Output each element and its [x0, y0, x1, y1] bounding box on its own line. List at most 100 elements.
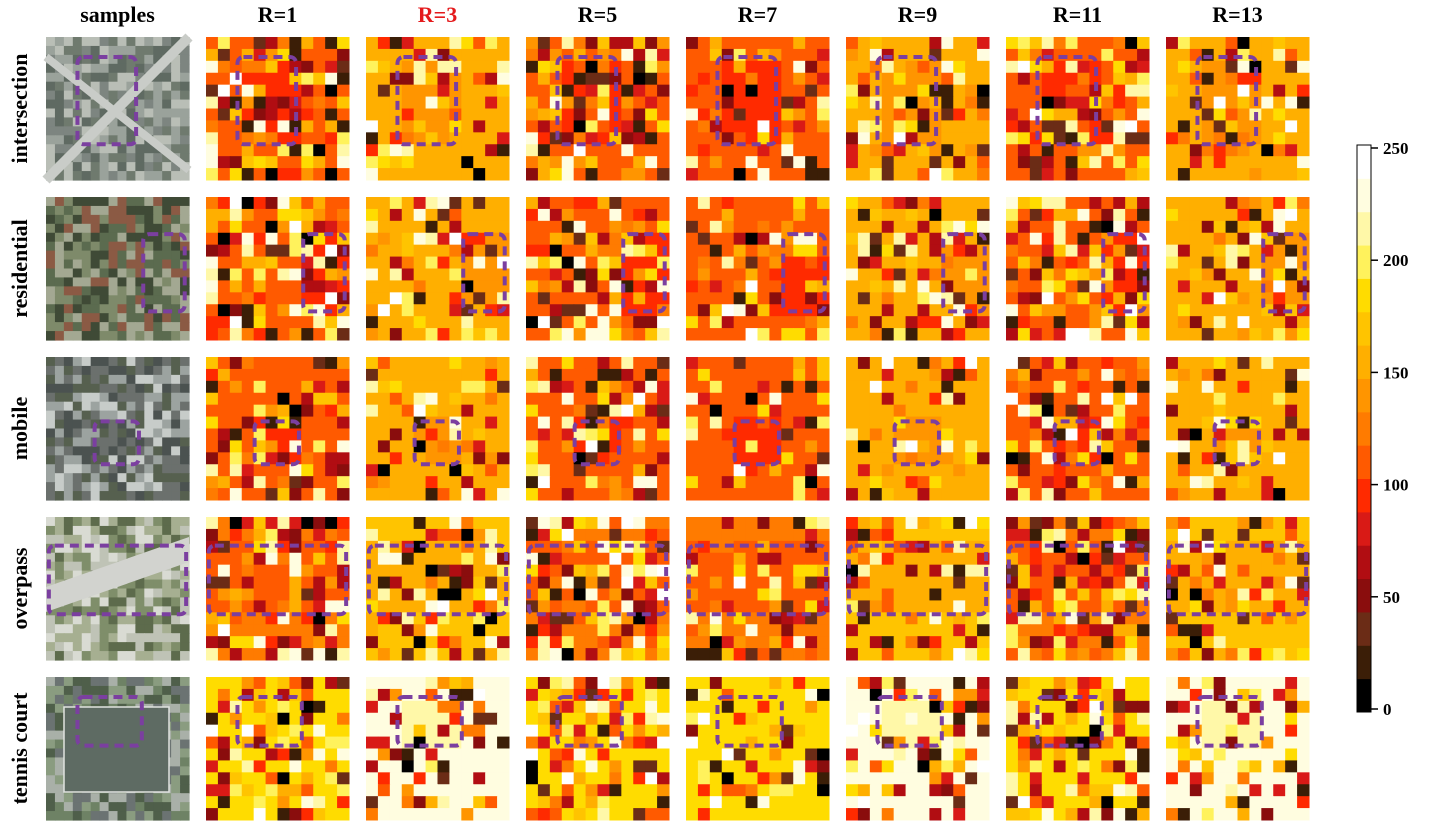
heatmap-4-6	[1166, 677, 1310, 821]
colorbar-segment	[1357, 311, 1371, 346]
row-titles: intersection residential mobile overpass ten…	[7, 54, 32, 805]
colorbar-segment	[1357, 611, 1371, 646]
sample-image-4	[46, 677, 190, 821]
sample-image-2	[46, 357, 190, 501]
highlight-box	[555, 55, 619, 147]
colorbar-segment	[1357, 145, 1371, 179]
highlight-box	[941, 232, 987, 314]
row-title-2: mobile	[7, 396, 32, 460]
heatmap-2-5	[1006, 357, 1150, 501]
row-title-0: intersection	[7, 54, 32, 164]
highlight-box	[1006, 543, 1149, 617]
highlight-box	[252, 419, 301, 467]
highlight-box	[1166, 543, 1309, 617]
row-title-4: tennis court	[7, 692, 32, 805]
heatmap-1-6	[1166, 197, 1310, 341]
highlight-box	[686, 543, 829, 617]
column-title-3: R=5	[578, 2, 617, 27]
highlight-box	[461, 232, 507, 314]
highlight-box	[1035, 55, 1099, 147]
highlight-box	[1052, 419, 1101, 467]
colorbar-segment	[1357, 211, 1371, 246]
colorbar-tick-label: 0	[1383, 700, 1392, 719]
sample-image-1	[46, 197, 190, 341]
row-title-1: residential	[7, 219, 32, 318]
row-title-3: overpass	[7, 547, 32, 629]
highlight-box	[75, 695, 144, 748]
highlight-box	[526, 543, 669, 617]
highlight-box	[92, 419, 141, 467]
colorbar-segment	[1357, 545, 1371, 580]
column-titles: samples R=1 R=3 R=5 R=7 R=9 R=11 R=13	[80, 2, 1263, 27]
sample-image-0	[42, 33, 193, 184]
highlight-box	[555, 695, 624, 748]
highlight-box	[1212, 419, 1261, 467]
highlight-box	[301, 232, 347, 314]
heatmap-2-0	[206, 357, 350, 501]
highlight-box	[1195, 55, 1259, 147]
heatmap-0-0	[206, 37, 350, 181]
heatmap-0-4	[846, 37, 990, 181]
colorbar-segment	[1357, 411, 1371, 446]
column-title-2: R=3	[418, 2, 457, 27]
colorbar-segment	[1357, 645, 1371, 680]
highlight-box	[732, 419, 781, 467]
highlight-box	[781, 232, 827, 314]
heatmap-4-2	[526, 677, 670, 821]
colorbar-tick-label: 150	[1383, 363, 1409, 382]
colorbar-tick-label: 250	[1383, 139, 1409, 158]
highlight-box	[1035, 695, 1104, 748]
colorbar-segment	[1357, 178, 1371, 213]
highlight-box	[141, 232, 187, 314]
highlight-box	[572, 419, 621, 467]
heatmap-1-1	[366, 197, 510, 341]
heatmap-0-5	[1006, 37, 1150, 181]
heatmap-1-3	[686, 197, 830, 341]
highlight-box	[235, 695, 304, 748]
highlight-box	[235, 55, 299, 147]
highlight-box	[715, 695, 784, 748]
heatmap-2-1	[366, 357, 510, 501]
highlight-box	[846, 543, 989, 617]
heatmap-2-4	[846, 357, 990, 501]
heatmap-2-2	[526, 357, 670, 501]
heatmap-4-0	[206, 677, 350, 821]
heatmap-2-6	[1166, 357, 1310, 501]
heatmap-2-3	[686, 357, 830, 501]
colorbar-segment	[1357, 278, 1371, 313]
column-title-5: R=9	[898, 2, 937, 27]
heatmap-1-0	[206, 197, 350, 341]
heatmap-0-2	[526, 37, 670, 181]
colorbar-segment	[1357, 378, 1371, 413]
colorbar: 250 200 150 100 50 0	[1356, 139, 1409, 719]
heatmap-1-4	[846, 197, 990, 341]
heatmap-3-5	[1006, 517, 1150, 661]
heatmap-0-3	[686, 37, 830, 181]
colorbar-tick-label: 100	[1383, 476, 1409, 495]
sample-image-3	[46, 517, 190, 661]
heatmap-3-4	[846, 517, 990, 661]
colorbar-segment	[1357, 578, 1371, 613]
colorbar-segment	[1357, 511, 1371, 546]
highlight-box	[206, 543, 349, 617]
colorbar-segment	[1357, 478, 1371, 513]
heatmap-3-2	[526, 517, 670, 661]
heatmap-1-5	[1006, 197, 1150, 341]
heatmap-3-3	[686, 517, 830, 661]
heatmap-3-1	[366, 517, 510, 661]
colorbar-tick-label: 200	[1383, 251, 1409, 270]
samples-column-title: samples	[80, 2, 155, 27]
heatmap-4-3	[686, 677, 830, 821]
highlight-box	[875, 695, 944, 748]
highlight-box	[1261, 232, 1307, 314]
colorbar-tick-label: 50	[1383, 588, 1400, 607]
highlight-box	[875, 55, 939, 147]
heatmap-4-4	[846, 677, 990, 821]
highlight-box	[715, 55, 779, 147]
column-title-4: R=7	[738, 2, 777, 27]
heatmap-0-1	[366, 37, 510, 181]
highlight-box	[412, 419, 461, 467]
column-title-7: R=13	[1212, 2, 1262, 27]
highlight-box	[892, 419, 941, 467]
heatmap-1-2	[526, 197, 670, 341]
